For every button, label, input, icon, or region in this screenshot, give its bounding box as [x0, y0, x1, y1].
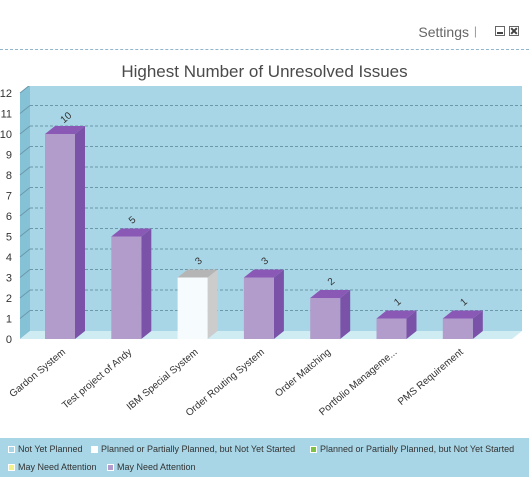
chart-legend: Not Yet Planned Planned or Partially Pla… [0, 438, 529, 477]
x-tick-label: Gardon System [8, 347, 68, 400]
y-tick-label: 4 [6, 252, 12, 264]
legend-label: May Need Attention [117, 462, 196, 472]
bar-data-label: 3 [193, 255, 205, 267]
gridline-wall [19, 248, 31, 258]
legend-item-not-yet-planned: Not Yet Planned [8, 444, 83, 454]
bar [177, 277, 208, 339]
x-tick-label: IBM Special System [125, 347, 201, 413]
legend-item-may-need-attention-yellow: May Need Attention [8, 462, 97, 472]
bar-top [376, 310, 417, 319]
legend-item-planned-not-started-white: Planned or Partially Planned, but Not Ye… [91, 444, 295, 454]
gridline-wall [19, 166, 31, 176]
gridline-wall [19, 269, 31, 278]
gridline-wall [19, 86, 30, 94]
bar-side [406, 310, 417, 339]
y-tick-label: 8 [6, 170, 12, 182]
bar-side [141, 228, 152, 339]
y-tick-label: 10 [0, 129, 12, 141]
y-tick-label: 6 [6, 211, 12, 223]
y-tick-label: 12 [0, 88, 12, 100]
gridline-wall [19, 125, 31, 135]
bar-side [340, 290, 351, 339]
bar [111, 236, 142, 339]
y-tick-label: 7 [6, 191, 12, 203]
legend-item-may-need-attention-purple: May Need Attention [107, 462, 196, 472]
bar-side [472, 310, 483, 339]
bar-side [75, 126, 85, 339]
bar-side [207, 269, 218, 339]
y-tick-label: 9 [6, 150, 12, 162]
widget-header: Settings | [0, 0, 529, 50]
bar-top [111, 228, 152, 237]
bar [45, 134, 75, 339]
y-tick-label: 0 [6, 334, 12, 346]
x-tick-label: Test project of Andy [60, 347, 134, 412]
bar-data-label: 1 [459, 296, 471, 308]
bar [310, 298, 341, 339]
toolbar-separator: | [473, 24, 477, 38]
bar [376, 318, 407, 339]
settings-link[interactable]: Settings [418, 24, 469, 40]
bar-top [45, 126, 85, 134]
gridline-wall [19, 105, 31, 114]
y-tick-label: 1 [6, 314, 12, 326]
bar [243, 277, 274, 339]
gridline-wall [19, 289, 31, 299]
bar-top [310, 290, 351, 298]
legend-swatch [8, 445, 15, 453]
close-icon[interactable] [509, 26, 519, 36]
gridline-wall [19, 207, 31, 217]
bar-data-label: 2 [326, 276, 338, 288]
bar-data-label: 1 [392, 296, 404, 308]
y-tick-label: 2 [6, 293, 12, 305]
legend-label: Not Yet Planned [18, 444, 83, 454]
bar-data-label: 5 [127, 214, 139, 226]
legend-label: Planned or Partially Planned, but Not Ye… [101, 444, 296, 454]
y-tick-label: 3 [6, 273, 12, 285]
legend-swatch [91, 445, 98, 453]
gridline-wall [19, 310, 31, 319]
legend-label: May Need Attention [18, 462, 97, 472]
legend-swatch [107, 463, 114, 471]
bar-top [442, 310, 483, 319]
x-tick-label: PMS Requirement [396, 347, 466, 408]
header-divider [0, 49, 529, 50]
gridline-wall [19, 187, 31, 196]
legend-swatch [8, 463, 15, 471]
bar-top [243, 269, 284, 278]
chart-title: Highest Number of Unresolved Issues [121, 62, 408, 81]
bar-data-label: 3 [260, 255, 272, 267]
bar-top [177, 269, 218, 278]
legend-swatch [310, 445, 317, 453]
bar-side [273, 269, 284, 339]
gridline-wall [19, 228, 31, 237]
gridline-wall [19, 146, 31, 155]
y-tick-label: 11 [1, 109, 12, 121]
bar [442, 318, 473, 339]
y-tick-label: 5 [6, 232, 12, 244]
legend-label: Planned or Partially Planned, but Not Ye… [320, 444, 515, 454]
x-tick-label: Order Matching [273, 347, 333, 400]
legend-item-planned-not-started-green: Planned or Partially Planned, but Not Ye… [310, 444, 514, 454]
minimize-icon[interactable] [495, 26, 505, 36]
